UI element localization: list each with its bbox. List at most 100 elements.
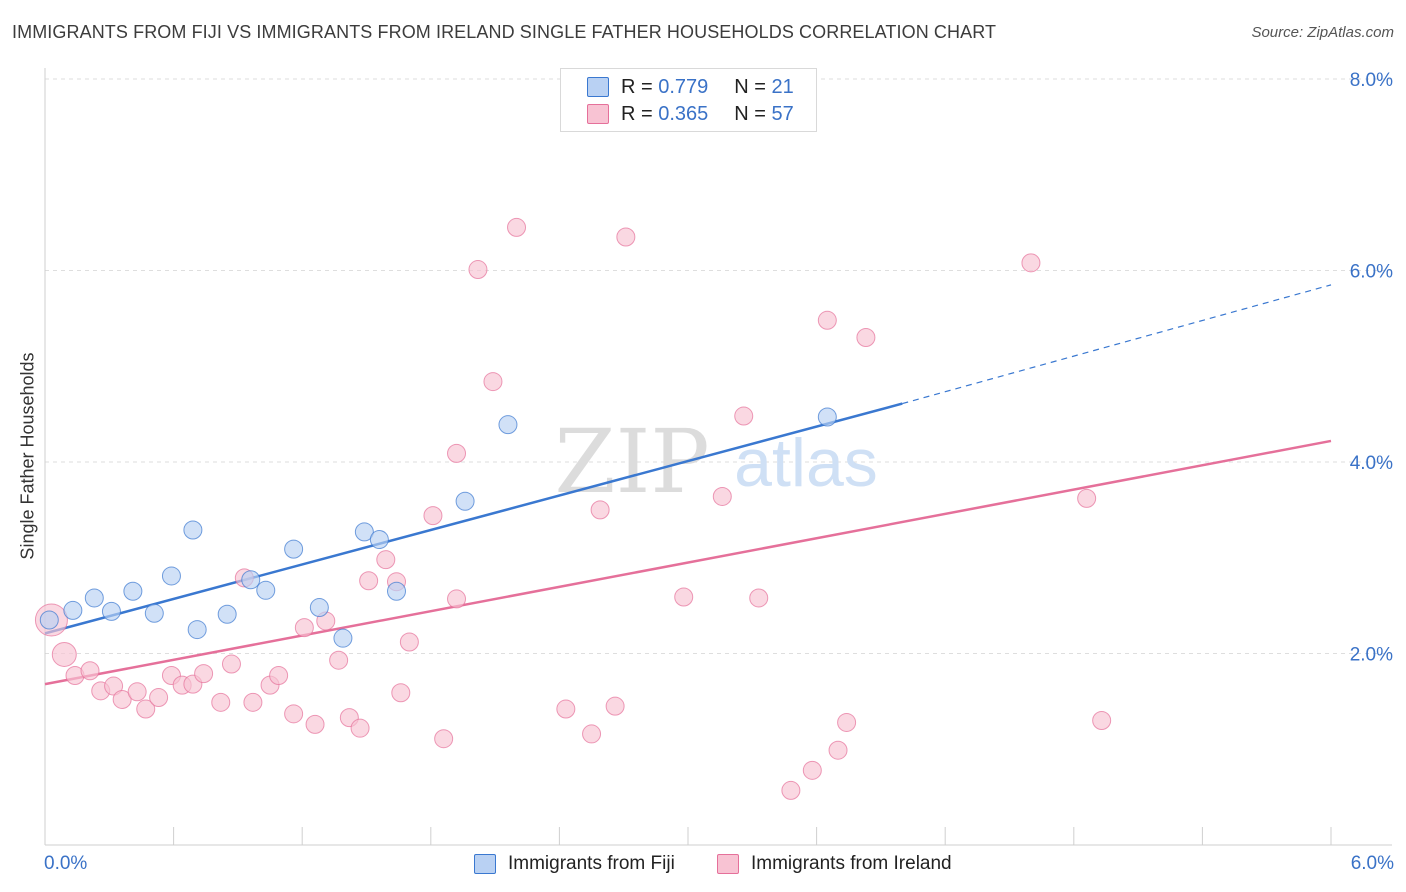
ireland-point	[434, 729, 454, 749]
correlation-legend: R = 0.779 N = 21 R = 0.365 N = 57	[560, 68, 817, 132]
ireland-point	[837, 712, 857, 732]
axes	[44, 68, 1392, 846]
ireland-point	[781, 780, 801, 800]
ireland-point	[590, 500, 610, 520]
ireland-point	[51, 641, 77, 667]
chart-title: IMMIGRANTS FROM FIJI VS IMMIGRANTS FROM …	[12, 22, 997, 42]
fiji-trend-line	[44, 402, 903, 635]
grid-lines	[45, 78, 1392, 654]
ireland-point	[856, 328, 876, 348]
ireland-point	[749, 588, 769, 608]
fiji-point	[354, 522, 374, 542]
fiji-r-label: R =	[621, 75, 653, 98]
fiji-point	[101, 601, 121, 621]
legend-item-ireland: Immigrants from Ireland	[717, 851, 952, 877]
fiji-point	[39, 610, 59, 630]
y-tick-label: 8.0%	[1350, 70, 1393, 91]
fiji-point	[183, 520, 203, 540]
ireland-point	[376, 550, 396, 570]
ireland-point	[423, 506, 443, 526]
ireland-point	[1092, 711, 1112, 731]
ireland-point	[556, 699, 576, 719]
fiji-point	[256, 580, 276, 600]
ireland-point	[329, 650, 349, 670]
fiji-swatch	[587, 77, 609, 97]
ireland-point	[828, 740, 848, 760]
ireland-point	[127, 682, 147, 702]
fiji-legend-swatch	[474, 854, 496, 874]
legend-row-fiji: R = 0.779 N = 21	[587, 75, 794, 99]
fiji-point	[187, 620, 207, 640]
y-tick-label: 4.0%	[1350, 453, 1393, 474]
fiji-legend-label: Immigrants from Fiji	[508, 853, 675, 874]
ireland-point	[712, 486, 732, 506]
ireland-point	[447, 443, 467, 463]
fiji-n-label: N =	[734, 75, 766, 98]
ireland-legend-label: Immigrants from Ireland	[751, 853, 952, 874]
ireland-point	[1021, 253, 1041, 273]
trend-lines	[44, 284, 1332, 686]
fiji-point	[161, 566, 181, 586]
fiji-point	[387, 581, 407, 601]
ireland-r-label: R =	[621, 102, 653, 125]
ireland-point	[104, 676, 124, 696]
ireland-point	[582, 724, 602, 744]
ireland-n-value: 57	[771, 102, 794, 125]
fiji-point	[309, 598, 329, 618]
y-tick-labels: 2.0% 4.0% 6.0% 8.0%	[1350, 70, 1393, 666]
ireland-point	[507, 217, 527, 237]
ireland-point	[447, 589, 467, 609]
fiji-point	[217, 604, 237, 624]
fiji-point	[284, 539, 304, 559]
fiji-point	[84, 588, 104, 608]
fiji-point	[241, 570, 261, 590]
ireland-point	[391, 683, 411, 703]
ireland-point	[605, 696, 625, 716]
ireland-point	[80, 661, 100, 681]
x-axis-min-label: 0.0%	[44, 853, 88, 874]
ireland-point	[674, 587, 694, 607]
ireland-point	[211, 692, 231, 712]
ireland-point	[284, 704, 304, 724]
ireland-point	[243, 692, 263, 712]
fiji-point	[369, 530, 389, 550]
source-label: Source: ZipAtlas.com	[1251, 24, 1394, 41]
ireland-point	[399, 632, 419, 652]
ireland-point	[1077, 488, 1097, 508]
fiji-point	[817, 407, 837, 427]
ireland-n-label: N =	[734, 102, 766, 125]
ireland-point	[802, 760, 822, 780]
fiji-point	[333, 628, 353, 648]
ireland-point	[350, 718, 370, 738]
fiji-point	[455, 491, 475, 511]
ireland-swatch	[587, 104, 609, 124]
ireland-point	[817, 310, 837, 330]
fiji-point	[498, 415, 518, 435]
ireland-r-value: 0.365	[658, 102, 709, 125]
ireland-point	[483, 372, 503, 392]
fiji-r-value: 0.779	[658, 75, 709, 98]
fiji-point	[144, 603, 164, 623]
watermark-atlas: atlas	[734, 425, 878, 501]
y-tick-label: 6.0%	[1350, 262, 1393, 283]
ireland-trend-line	[44, 439, 1332, 686]
y-axis-label: Single Father Households	[17, 352, 38, 560]
ireland-point	[305, 714, 325, 734]
ireland-point	[194, 664, 214, 684]
fiji-point	[123, 581, 143, 601]
ireland-legend-swatch	[717, 854, 739, 874]
ireland-point	[269, 666, 289, 686]
ireland-point	[221, 654, 241, 674]
ireland-point	[359, 571, 379, 591]
legend-row-ireland: R = 0.365 N = 57	[587, 102, 794, 126]
ireland-point	[616, 227, 636, 247]
ireland-point	[112, 689, 132, 709]
ireland-point	[294, 618, 314, 638]
data-points	[34, 217, 1112, 800]
legend-item-fiji: Immigrants from Fiji	[474, 851, 675, 877]
ireland-point	[136, 699, 156, 719]
fiji-n-value: 21	[771, 75, 794, 98]
ireland-point	[149, 688, 169, 708]
ireland-point	[468, 260, 488, 280]
